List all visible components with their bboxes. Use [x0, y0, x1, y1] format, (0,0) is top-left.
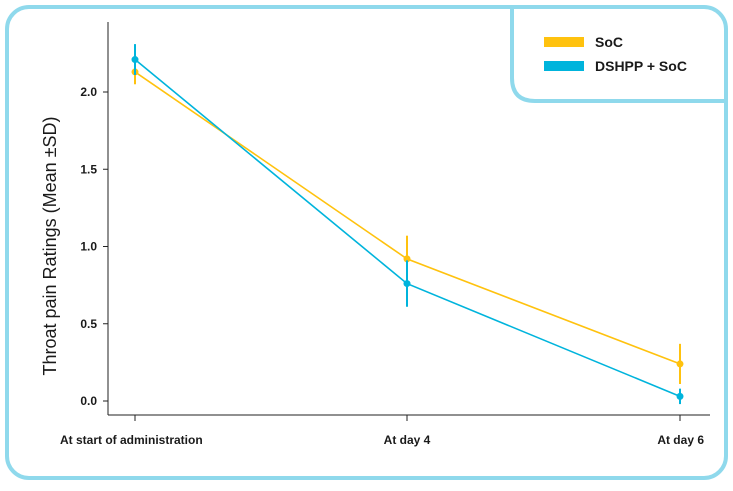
y-tick-label: 1.0	[80, 240, 97, 254]
x-tick-label: At start of administration	[60, 433, 203, 447]
x-tick-label: At day 6	[657, 433, 704, 447]
data-point	[676, 392, 684, 400]
y-tick-label: 0.0	[80, 394, 97, 408]
legend-label-dshpp-soc: DSHPP + SoC	[595, 58, 687, 74]
legend-swatch-soc	[544, 37, 584, 47]
y-axis-title: Throat pain Ratings (Mean ±SD)	[40, 117, 60, 376]
series-dshpp-soc	[131, 44, 684, 405]
legend-label-soc: SoC	[595, 34, 623, 50]
y-tick-label: 1.5	[80, 162, 97, 176]
y-tick-label: 0.5	[80, 317, 97, 331]
data-point	[403, 280, 411, 288]
legend: SoC DSHPP + SoC	[510, 9, 726, 103]
y-tick-label: 2.0	[80, 85, 97, 99]
data-point	[676, 360, 684, 368]
legend-box	[510, 9, 726, 103]
axes	[107, 22, 710, 416]
data-point	[131, 56, 139, 64]
chart-frame	[5, 5, 728, 480]
y-ticks: 0.0 0.5 1.0 1.5 2.0	[80, 85, 108, 408]
data-point	[403, 255, 411, 263]
series-layer	[131, 44, 684, 405]
legend-swatch-dshpp-soc	[544, 61, 584, 71]
x-ticks: At start of administration At day 4 At day…	[60, 415, 704, 447]
x-tick-label: At day 4	[384, 433, 431, 447]
